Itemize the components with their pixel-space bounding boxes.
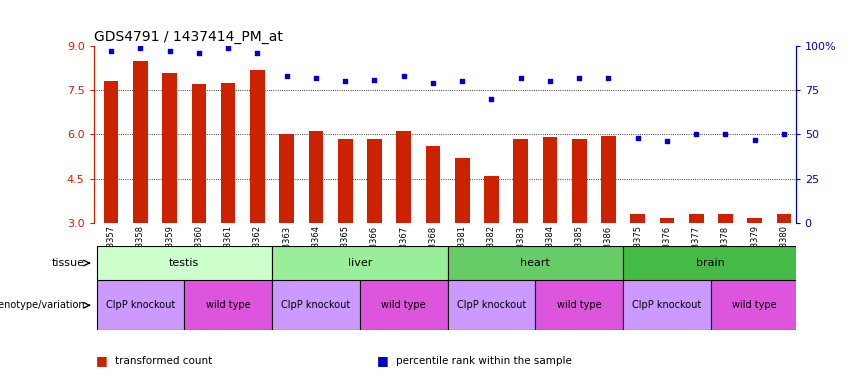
Bar bbox=[455, 158, 470, 223]
Text: wild type: wild type bbox=[381, 300, 426, 310]
Point bbox=[368, 76, 381, 83]
Bar bbox=[185, 280, 272, 330]
Point bbox=[192, 50, 206, 56]
Bar bbox=[601, 136, 616, 223]
Text: wild type: wild type bbox=[557, 300, 602, 310]
Text: ClpP knockout: ClpP knockout bbox=[106, 300, 175, 310]
Bar bbox=[272, 280, 360, 330]
Bar bbox=[163, 73, 177, 223]
Point bbox=[309, 75, 323, 81]
Point bbox=[602, 75, 615, 81]
Point bbox=[426, 80, 440, 86]
Point bbox=[485, 96, 499, 102]
Point bbox=[455, 78, 469, 84]
Text: ClpP knockout: ClpP knockout bbox=[282, 300, 351, 310]
Text: wild type: wild type bbox=[733, 300, 777, 310]
Point bbox=[221, 45, 235, 51]
Text: heart: heart bbox=[521, 258, 551, 268]
Point bbox=[660, 138, 674, 144]
Text: ClpP knockout: ClpP knockout bbox=[632, 300, 701, 310]
Bar bbox=[191, 84, 206, 223]
Bar bbox=[360, 280, 448, 330]
Bar bbox=[426, 146, 440, 223]
Bar bbox=[513, 139, 528, 223]
Text: percentile rank within the sample: percentile rank within the sample bbox=[396, 356, 572, 366]
Point bbox=[718, 131, 732, 137]
Bar bbox=[104, 81, 118, 223]
Bar bbox=[660, 218, 674, 223]
Bar bbox=[221, 83, 236, 223]
Bar bbox=[309, 131, 323, 223]
Text: genotype/variation: genotype/variation bbox=[0, 300, 85, 310]
Bar bbox=[397, 131, 411, 223]
Point bbox=[397, 73, 410, 79]
Text: ■: ■ bbox=[377, 354, 389, 367]
Point bbox=[250, 50, 264, 56]
Text: testis: testis bbox=[169, 258, 199, 268]
Bar bbox=[484, 175, 499, 223]
Bar bbox=[572, 139, 586, 223]
Bar bbox=[272, 246, 448, 280]
Text: tissue: tissue bbox=[52, 258, 85, 268]
Bar bbox=[250, 70, 265, 223]
Point bbox=[573, 75, 586, 81]
Text: GDS4791 / 1437414_PM_at: GDS4791 / 1437414_PM_at bbox=[94, 30, 283, 44]
Bar bbox=[367, 139, 382, 223]
Point bbox=[631, 135, 644, 141]
Bar bbox=[96, 246, 272, 280]
Bar bbox=[535, 280, 623, 330]
Bar bbox=[96, 280, 185, 330]
Text: brain: brain bbox=[696, 258, 725, 268]
Bar bbox=[133, 61, 148, 223]
Bar bbox=[279, 134, 294, 223]
Point bbox=[339, 78, 352, 84]
Point bbox=[163, 48, 176, 55]
Bar bbox=[711, 280, 798, 330]
Point bbox=[689, 131, 703, 137]
Bar bbox=[543, 137, 557, 223]
Point bbox=[514, 75, 528, 81]
Point bbox=[748, 137, 762, 143]
Point bbox=[777, 131, 791, 137]
Point bbox=[134, 45, 147, 51]
Text: ClpP knockout: ClpP knockout bbox=[457, 300, 526, 310]
Bar bbox=[623, 280, 711, 330]
Text: transformed count: transformed count bbox=[115, 356, 212, 366]
Bar bbox=[631, 214, 645, 223]
Text: liver: liver bbox=[347, 258, 372, 268]
Bar bbox=[623, 246, 798, 280]
Bar bbox=[448, 246, 623, 280]
Bar bbox=[747, 218, 762, 223]
Bar bbox=[689, 214, 704, 223]
Text: wild type: wild type bbox=[206, 300, 250, 310]
Point bbox=[280, 73, 294, 79]
Point bbox=[105, 48, 118, 55]
Bar bbox=[448, 280, 535, 330]
Point bbox=[543, 78, 557, 84]
Bar bbox=[777, 214, 791, 223]
Bar bbox=[718, 214, 733, 223]
Bar bbox=[338, 139, 352, 223]
Text: ■: ■ bbox=[96, 354, 108, 367]
